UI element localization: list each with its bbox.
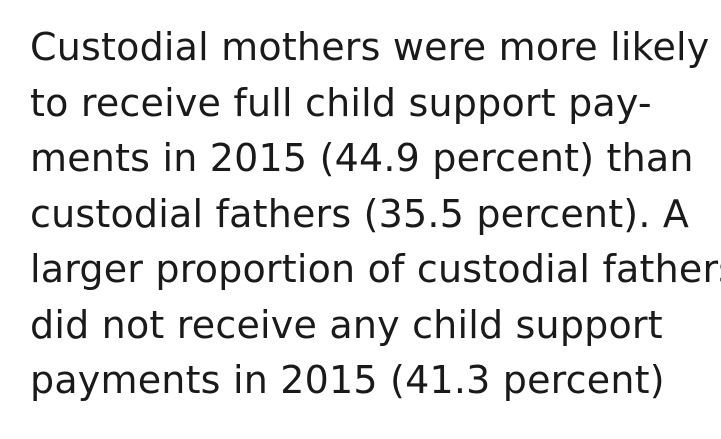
paragraph-line: to receive full child support pay-	[30, 80, 652, 125]
paragraph-line: ments in 2015 (44.9 percent) than	[30, 136, 694, 180]
paragraph-line: custodial fathers (35.5 percent). A	[30, 191, 690, 236]
paragraph-line: payments in 2015 (41.3 percent)	[30, 358, 665, 402]
paragraph-line: did not receive any child support	[30, 302, 663, 347]
body-paragraph: Custodial mothers were more likely to re…	[30, 20, 721, 409]
paragraph-line: Custodial mothers were more likely	[30, 25, 710, 69]
paragraph-line: larger proportion of custodial fathers	[30, 247, 721, 291]
